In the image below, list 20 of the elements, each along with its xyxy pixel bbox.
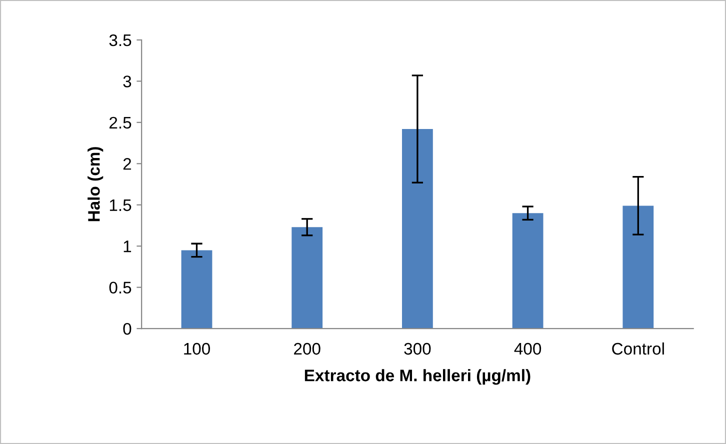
x-tick-label: 400 bbox=[514, 342, 542, 355]
x-axis-title: Extracto de M. helleri (µg/ml) bbox=[304, 369, 530, 385]
y-tick-label: 2 bbox=[123, 158, 132, 170]
y-tick-label: 2.5 bbox=[110, 116, 132, 129]
y-tick-label: 0.5 bbox=[109, 282, 132, 294]
x-tick-label: Control bbox=[612, 342, 664, 355]
y-tick-label: 3 bbox=[123, 76, 132, 88]
bar bbox=[292, 227, 323, 329]
x-tick-label: 100 bbox=[184, 342, 210, 355]
x-tick-label: 200 bbox=[294, 342, 320, 355]
bar bbox=[402, 129, 433, 329]
bar bbox=[181, 250, 212, 329]
y-tick-label: 3.5 bbox=[109, 34, 132, 46]
bar bbox=[512, 213, 544, 329]
x-tick-label: 300 bbox=[404, 342, 431, 355]
y-tick-label: 0 bbox=[123, 322, 132, 335]
y-tick-label: 1.5 bbox=[110, 199, 132, 212]
bar bbox=[622, 206, 654, 329]
y-axis-title: Halo (cm) bbox=[88, 147, 104, 222]
y-tick-label: 1 bbox=[124, 240, 132, 252]
